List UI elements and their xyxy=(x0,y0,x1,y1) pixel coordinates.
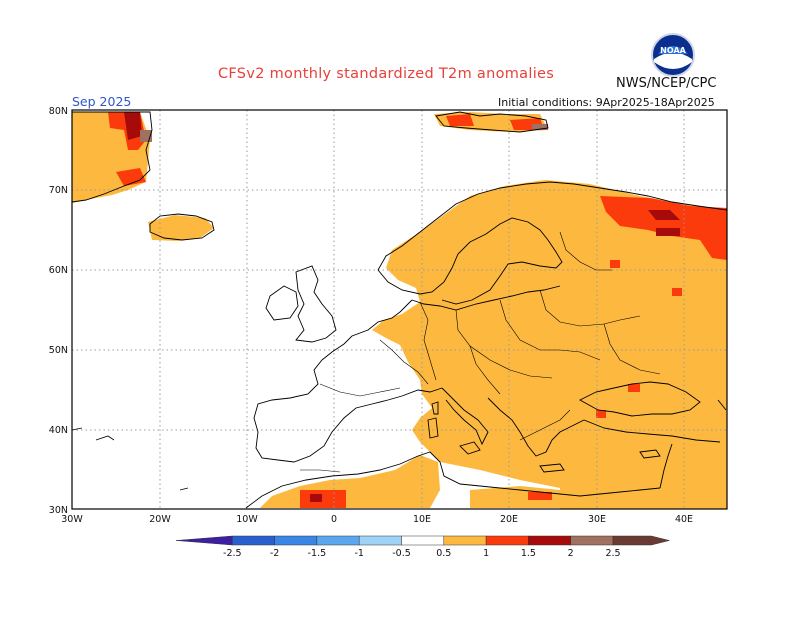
colorbar-swatch xyxy=(316,535,360,546)
lat-lon-gridlines xyxy=(72,110,727,509)
colorbar-swatch xyxy=(443,535,487,546)
colorbar-label: -2.5 xyxy=(223,548,242,559)
anomaly-field-1-5-to-2 xyxy=(124,112,680,502)
colorbar-swatch xyxy=(401,535,445,546)
colorbar-swatch xyxy=(175,535,233,546)
lat-label-50n: 50N xyxy=(49,345,68,356)
atlantic-islands xyxy=(72,427,189,491)
valid-month-label: Sep 2025 xyxy=(72,94,132,109)
colorbar-label: 0.5 xyxy=(436,548,451,559)
colorbar-label: 2 xyxy=(568,548,574,559)
lat-label-60n: 60N xyxy=(49,265,68,276)
lon-label-10e: 10E xyxy=(413,514,431,525)
colorbar-label: 2.5 xyxy=(605,548,620,559)
noaa-logo-icon: NOAA xyxy=(651,33,695,77)
lon-label-30w: 30W xyxy=(61,514,83,525)
colorbar-label: 1 xyxy=(483,548,489,559)
colorbar-swatch xyxy=(274,535,318,546)
colorbar-swatch xyxy=(528,535,571,546)
colorbar-label: -0.5 xyxy=(392,548,411,559)
lon-label-20w: 20W xyxy=(149,514,171,525)
map-title: CFSv2 monthly standardized T2m anomalies xyxy=(218,66,555,82)
agency-label: NWS/NCEP/CPC xyxy=(616,76,717,91)
anomaly-field-0-5-to-1 xyxy=(72,112,727,509)
lon-label-20e: 20E xyxy=(500,514,518,525)
colorbar-label: -1.5 xyxy=(308,548,327,559)
colorbar-swatch xyxy=(570,535,614,546)
colorbar-swatch xyxy=(232,535,275,546)
map-frame xyxy=(71,109,728,510)
lon-label-30e: 30E xyxy=(588,514,606,525)
lon-label-0: 0 xyxy=(331,514,337,525)
colorbar-swatch xyxy=(485,535,529,546)
noaa-logo-text: NOAA xyxy=(660,46,686,55)
colorbar-label: -2 xyxy=(270,548,279,559)
initial-conditions-label: Initial conditions: 9Apr2025-18Apr2025 xyxy=(498,96,715,109)
lat-label-40n: 40N xyxy=(49,425,68,436)
colorbar-swatch xyxy=(358,535,402,546)
colorbar-label: -1 xyxy=(354,548,363,559)
coastlines xyxy=(72,111,727,509)
lat-label-70n: 70N xyxy=(49,185,68,196)
lat-label-30n: 30N xyxy=(49,505,68,516)
lon-label-40e: 40E xyxy=(675,514,693,525)
lon-label-10w: 10W xyxy=(236,514,258,525)
lat-label-80n: 80N xyxy=(49,106,68,117)
colorbar-label: 1.5 xyxy=(521,548,536,559)
colorbar-swatch xyxy=(612,535,670,546)
